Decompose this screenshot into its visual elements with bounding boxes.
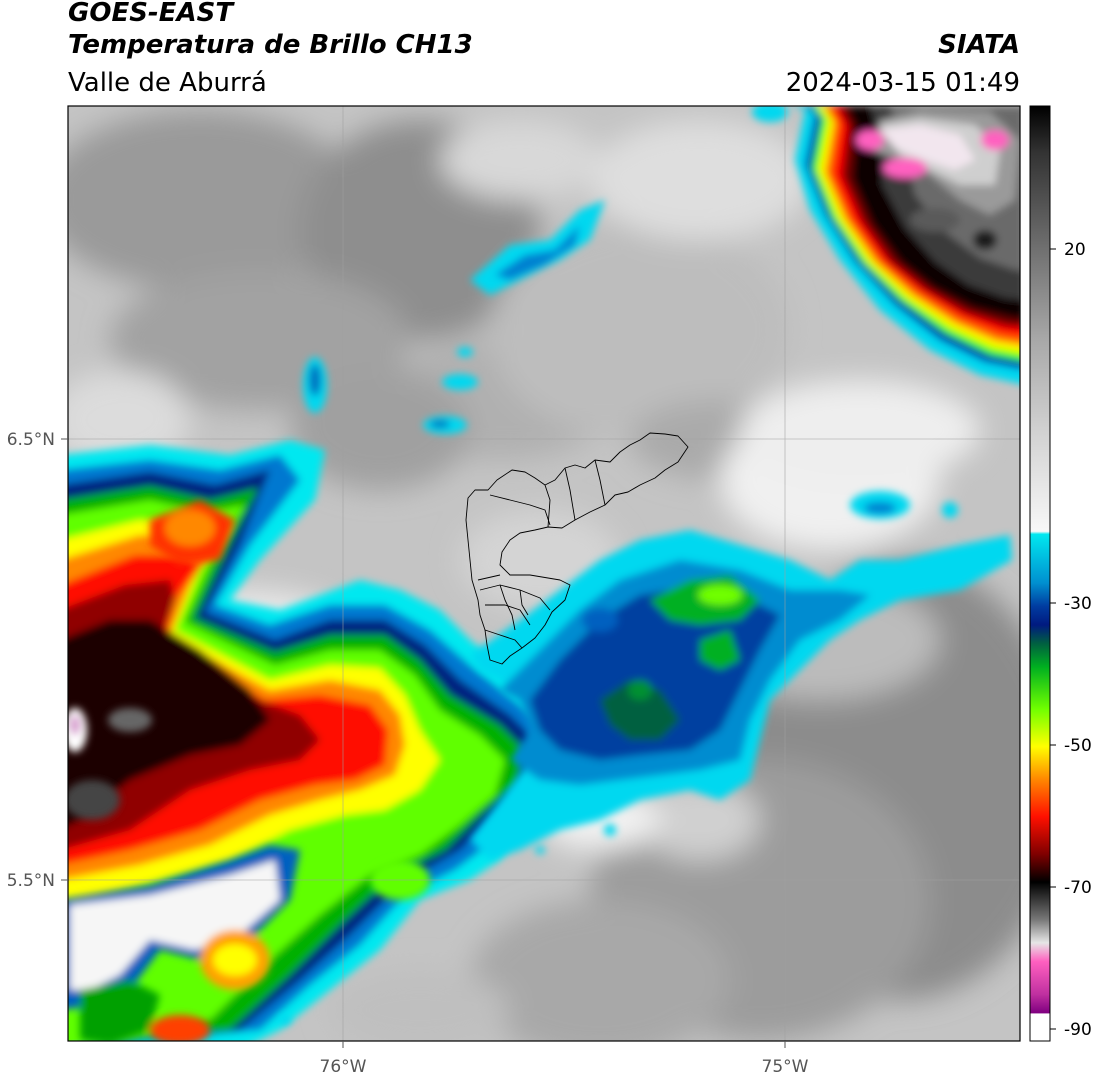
lon-tick-label-76w: 76°W [320, 1057, 367, 1077]
colorbar-label-minus-90: -90 [1064, 1020, 1092, 1040]
satellite-title: GOES-EAST [68, 0, 234, 28]
observation-datetime: 2024-03-15 01:49 [785, 68, 1020, 98]
boundary-medellin-north [477, 574, 501, 581]
region-subtitle: Valle de Aburrá [68, 68, 267, 98]
map-frame [67, 105, 1021, 1042]
colorbar-label-20: 20 [1064, 240, 1086, 260]
boundary-itagui [499, 584, 516, 631]
lat-tick-label-6-5n: 6.5°N [7, 430, 55, 450]
colorbar-label-minus-70: -70 [1064, 878, 1092, 898]
brightness-temperature-field [68, 106, 1020, 1041]
product-title: Temperatura de Brillo CH13 [68, 30, 473, 60]
colorbar-ticks [1050, 248, 1056, 1030]
boundary-barbosa [594, 459, 606, 506]
boundary-envigado [485, 604, 531, 626]
boundary-sabaneta [519, 589, 529, 616]
colorbar: 20 -30 -50 -70 -90 [1029, 105, 1092, 1042]
boundary-caldas [484, 629, 523, 649]
boundary-girardota [564, 467, 576, 521]
colorbar-scale [1029, 105, 1051, 1042]
graticule [68, 106, 1020, 1041]
boundary-bello [489, 494, 551, 526]
axis-ticks [61, 438, 786, 1048]
colorbar-label-minus-30: -30 [1064, 594, 1092, 614]
organization-name: SIATA [938, 30, 1020, 60]
lat-tick-label-5-5n: 5.5°N [7, 871, 55, 891]
lon-tick-label-75w: 75°W [762, 1057, 809, 1077]
boundary-copacabana [544, 484, 551, 528]
colorbar-label-minus-50: -50 [1064, 736, 1092, 756]
municipality-boundaries [465, 432, 689, 665]
